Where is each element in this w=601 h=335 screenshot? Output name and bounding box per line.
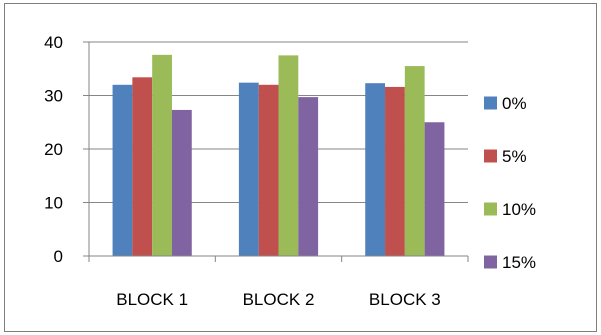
legend-swatch [484,149,497,163]
y-tick-label: 10 [44,194,63,213]
bar [278,55,299,256]
legend: 0% 5% 10% 15% [484,94,536,272]
bar [112,84,133,256]
bar [424,122,445,256]
bar [238,82,259,256]
bar [152,54,172,257]
legend-label: 5% [502,147,527,166]
legend-swatch [484,202,497,216]
bar [132,77,153,256]
bar [258,84,279,256]
legend-swatch [484,96,497,110]
bar [385,86,405,256]
y-tick-label: 40 [44,33,63,52]
y-tick-label: 30 [44,87,63,106]
x-category-label: BLOCK 2 [243,290,315,309]
axes [83,41,469,262]
bar [365,83,386,256]
legend-label: 10% [502,200,536,219]
y-tick-label: 20 [44,140,63,159]
legend-swatch [484,255,497,269]
legend-label: 0% [502,94,527,113]
axis-labels: 0 10 20 30 40 BLOCK 1 BLOCK 2 BLOCK 3 [44,33,441,309]
bar [298,97,319,256]
bar [171,109,192,256]
bars [112,54,445,257]
x-category-label: BLOCK 1 [116,290,188,309]
legend-label: 15% [502,253,536,272]
bar [404,66,425,256]
y-tick-label: 0 [54,247,63,266]
x-category-label: BLOCK 3 [369,290,441,309]
